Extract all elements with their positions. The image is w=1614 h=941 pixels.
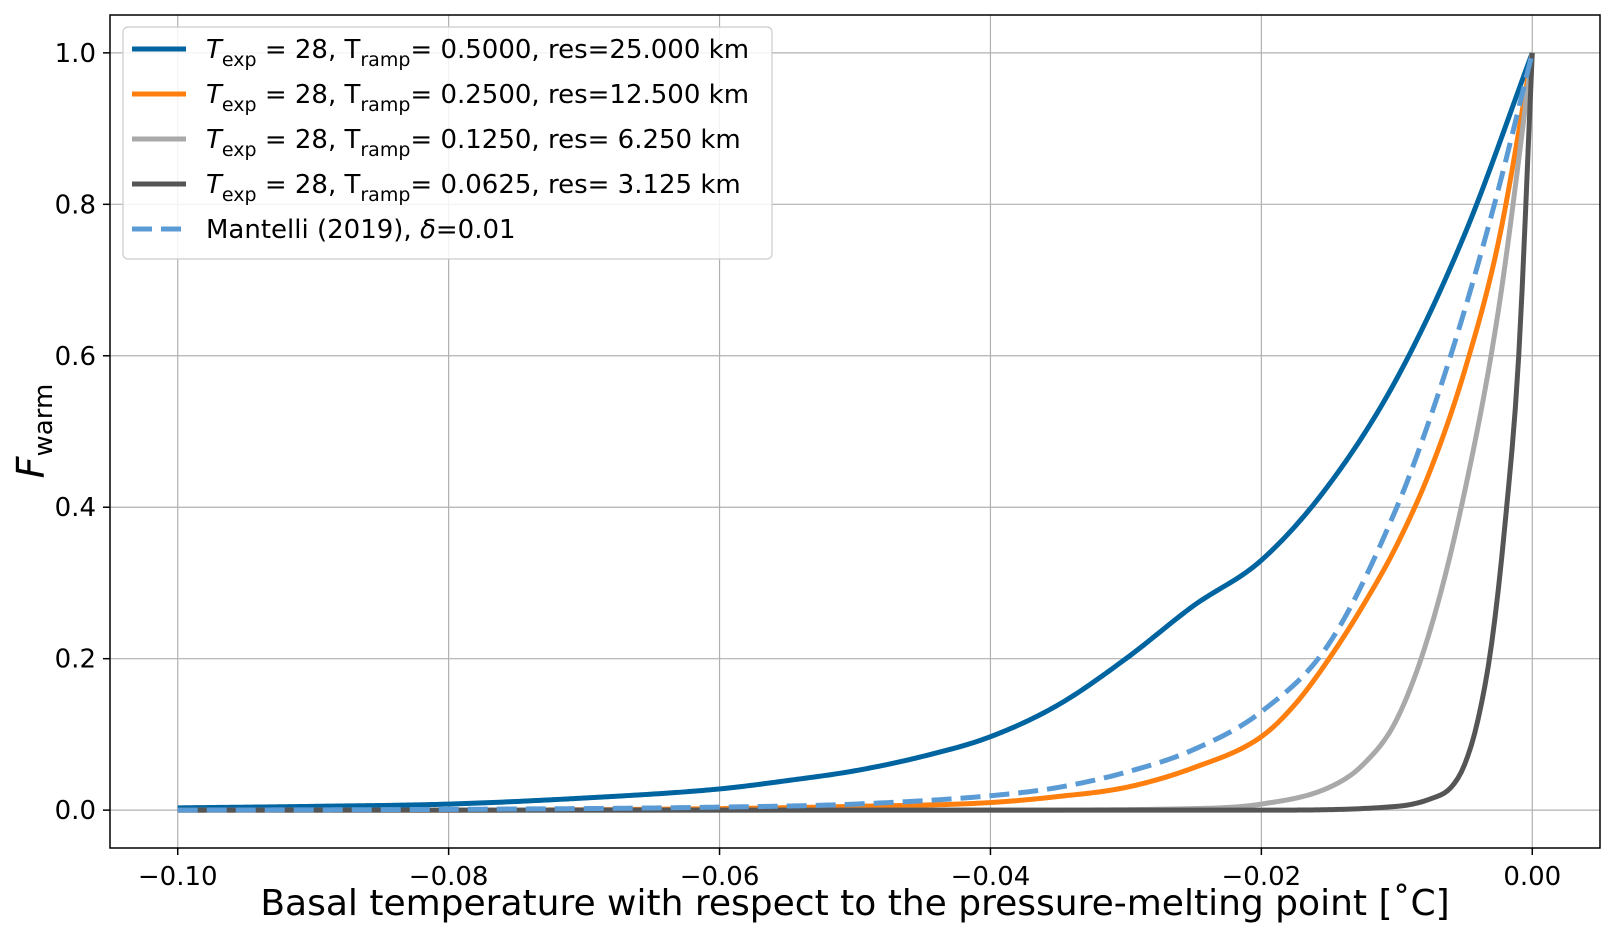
- plot-frame: [109, 14, 1601, 849]
- legend-text: = 0.2500, res=12.500 km: [410, 80, 749, 110]
- legend-subscript: exp: [222, 139, 257, 161]
- x-tick-label: 0.00: [1503, 862, 1561, 892]
- legend-symbol: δ: [420, 215, 436, 245]
- legend-entry-1: Texp = 28, Tramp= 0.5000, res=25.000 km: [206, 35, 749, 71]
- y-axis-label: Fwarm: [9, 384, 59, 479]
- legend-subscript: ramp: [360, 139, 410, 161]
- legend-entry-3: Texp = 28, Tramp= 0.1250, res= 6.250 km: [206, 125, 741, 161]
- x-tick-label: −0.08: [409, 862, 489, 892]
- legend-text: = 28, T: [257, 80, 361, 110]
- legend-text: = 28, T: [257, 125, 361, 155]
- legend-symbol: T: [206, 35, 224, 65]
- legend-text: = 28, T: [257, 35, 361, 65]
- series-group: [177, 51, 1535, 813]
- y-tick-label: 0.8: [55, 190, 96, 220]
- legend-text: = 28, T: [257, 170, 361, 200]
- legend-box: [122, 26, 773, 260]
- legend: Texp = 28, Tramp= 0.5000, res=25.000 kmT…: [122, 26, 773, 260]
- legend-entry-2: Texp = 28, Tramp= 0.2500, res=12.500 km: [206, 80, 749, 116]
- y-tick-label: 0.2: [55, 645, 96, 675]
- legend-text: = 0.1250, res= 6.250 km: [410, 125, 740, 155]
- x-tick-label: −0.04: [951, 862, 1031, 892]
- y-tick-label: 0.4: [55, 493, 96, 523]
- legend-text: =0.01: [436, 215, 516, 245]
- legend-subscript: ramp: [360, 184, 410, 206]
- x-tick-label: −0.10: [138, 862, 218, 892]
- x-tick-label: −0.06: [680, 862, 760, 892]
- legend-text: = 0.5000, res=25.000 km: [410, 35, 749, 65]
- legend-subscript: exp: [222, 184, 257, 206]
- y-tick-label: 0.0: [55, 796, 96, 826]
- legend-subscript: ramp: [360, 49, 410, 71]
- ticks: −0.10 −0.08 −0.06 −0.04 −0.02 0.00 0.0 0.2 0.4 0.…: [55, 39, 1562, 892]
- legend-entry-5: Mantelli (2019), δ=0.01: [206, 215, 516, 245]
- series-line-4: [177, 52, 1535, 813]
- series-line-5: [177, 52, 1535, 813]
- x-axis-label: Basal temperature with respect to the pr…: [260, 883, 1449, 924]
- x-tick-label: −0.02: [1222, 862, 1302, 892]
- legend-symbol: T: [206, 170, 224, 200]
- legend-text: = 0.0625, res= 3.125 km: [410, 170, 740, 200]
- y-axis-label-sub: warm: [29, 384, 59, 457]
- legend-subscript: exp: [222, 94, 257, 116]
- series-line-1: [177, 51, 1535, 811]
- legend-subscript: ramp: [360, 94, 410, 116]
- legend-symbol: T: [206, 125, 224, 155]
- legend-entry-4: Texp = 28, Tramp= 0.0625, res= 3.125 km: [206, 170, 741, 206]
- legend-symbol: T: [206, 80, 224, 110]
- legend-subscript: exp: [222, 49, 257, 71]
- y-tick-label: 0.6: [55, 342, 96, 372]
- y-axis-label-main: F: [9, 455, 53, 478]
- legend-text: Mantelli (2019),: [206, 215, 420, 245]
- y-tick-label: 1.0: [55, 39, 96, 69]
